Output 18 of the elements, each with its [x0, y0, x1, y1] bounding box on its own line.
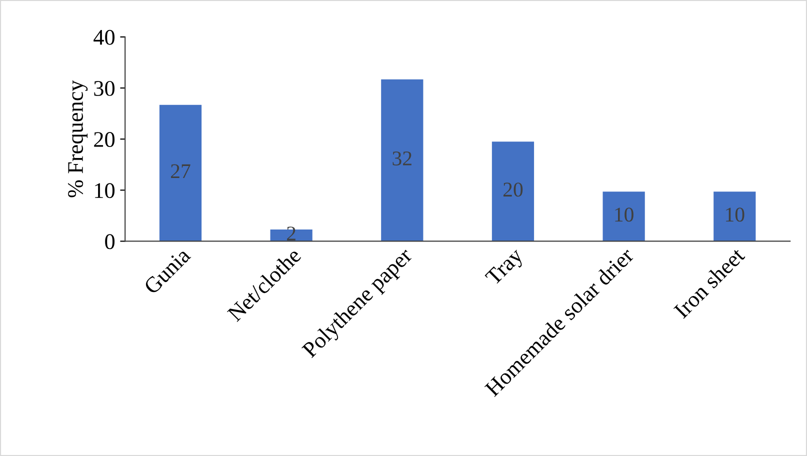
data-label: 20: [503, 182, 523, 197]
bar: [714, 192, 756, 242]
bar: [381, 79, 424, 242]
bar: [602, 192, 645, 242]
data-label: 32: [392, 151, 412, 166]
y-tick-label: 20: [94, 132, 115, 148]
data-label: 27: [170, 164, 190, 178]
x-tick-label: Tray: [484, 246, 528, 290]
bar: [159, 104, 202, 242]
y-axis-title: % Frequency: [68, 80, 88, 198]
y-tick-label: 30: [94, 80, 115, 96]
data-label: 10: [615, 208, 634, 222]
y-tick-label: 40: [94, 30, 115, 45]
data-label: 10: [726, 208, 744, 222]
y-tick-label: 0: [105, 234, 115, 250]
bar: [492, 142, 534, 242]
y-tick-label: 10: [95, 183, 115, 198]
data-label: 2: [287, 226, 296, 240]
